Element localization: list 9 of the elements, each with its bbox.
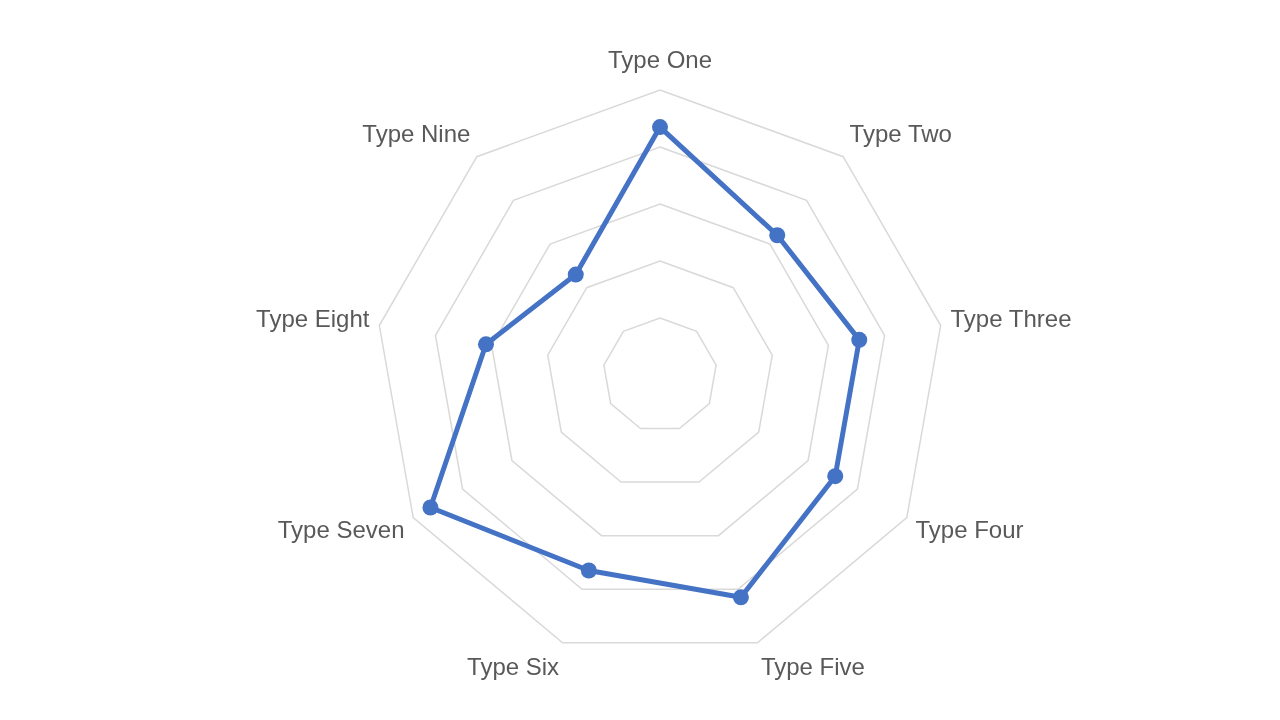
spoke-label: Type Six	[467, 653, 560, 681]
spoke-label: Type Three	[950, 304, 1072, 332]
spoke-label: Type Eight	[256, 304, 370, 332]
spoke-label: Type Five	[760, 653, 865, 681]
spoke-label: Type Seven	[277, 515, 405, 543]
spoke-label: Type Nine	[362, 119, 471, 147]
spoke-label: Type Four	[915, 515, 1024, 543]
spoke-label: Type Two	[849, 119, 952, 147]
spoke-label: Type One	[607, 46, 713, 74]
